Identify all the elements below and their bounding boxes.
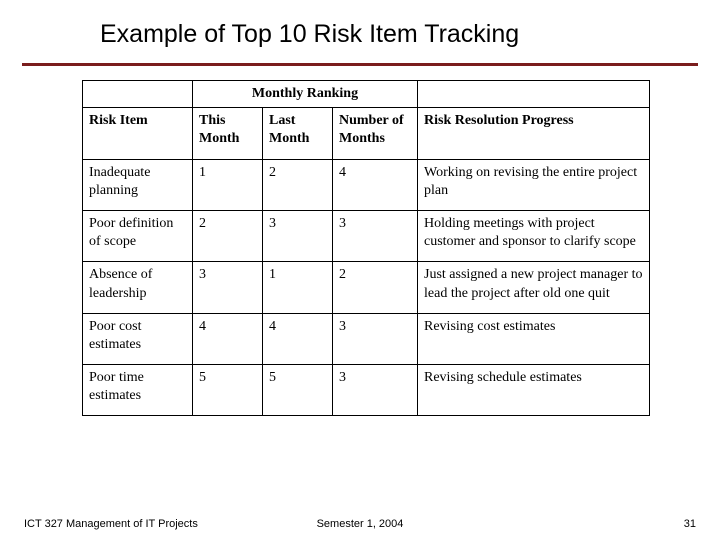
table-row: Poor cost estimates 4 4 3 Revising cost … xyxy=(83,313,650,364)
cell-this: 4 xyxy=(193,313,263,364)
cell-this: 3 xyxy=(193,262,263,313)
slide-footer: ICT 327 Management of IT Projects Semest… xyxy=(0,518,720,530)
cell-num: 3 xyxy=(333,365,418,416)
footer-left: ICT 327 Management of IT Projects xyxy=(24,518,198,530)
title-divider xyxy=(22,63,698,66)
col-risk-item: Risk Item xyxy=(83,108,193,159)
col-this-month: This Month xyxy=(193,108,263,159)
cell-prog: Working on revising the entire project p… xyxy=(418,159,650,210)
risk-tracking-table: Monthly Ranking Risk Item This Month Las… xyxy=(82,80,650,416)
cell-last: 2 xyxy=(263,159,333,210)
cell-num: 4 xyxy=(333,159,418,210)
spanner-row: Monthly Ranking xyxy=(83,81,650,108)
table-row: Absence of leadership 3 1 2 Just assigne… xyxy=(83,262,650,313)
table-row: Inadequate planning 1 2 4 Working on rev… xyxy=(83,159,650,210)
cell-this: 2 xyxy=(193,210,263,261)
cell-risk: Poor definition of scope xyxy=(83,210,193,261)
col-progress: Risk Resolution Progress xyxy=(418,108,650,159)
cell-num: 3 xyxy=(333,210,418,261)
table-container: Monthly Ranking Risk Item This Month Las… xyxy=(0,80,720,416)
cell-risk: Poor time estimates xyxy=(83,365,193,416)
table-row: Poor definition of scope 2 3 3 Holding m… xyxy=(83,210,650,261)
col-num-months: Number of Months xyxy=(333,108,418,159)
cell-this: 1 xyxy=(193,159,263,210)
cell-prog: Holding meetings with project customer a… xyxy=(418,210,650,261)
table-body: Inadequate planning 1 2 4 Working on rev… xyxy=(83,159,650,416)
cell-num: 3 xyxy=(333,313,418,364)
cell-last: 3 xyxy=(263,210,333,261)
blank-header xyxy=(83,81,193,108)
cell-risk: Inadequate planning xyxy=(83,159,193,210)
cell-last: 5 xyxy=(263,365,333,416)
cell-prog: Revising schedule estimates xyxy=(418,365,650,416)
blank-header xyxy=(418,81,650,108)
table-row: Poor time estimates 5 5 3 Revising sched… xyxy=(83,365,650,416)
cell-num: 2 xyxy=(333,262,418,313)
footer-center: Semester 1, 2004 xyxy=(317,518,404,530)
col-last-month: Last Month xyxy=(263,108,333,159)
slide-title: Example of Top 10 Risk Item Tracking xyxy=(0,0,720,63)
cell-prog: Revising cost estimates xyxy=(418,313,650,364)
cell-last: 1 xyxy=(263,262,333,313)
cell-last: 4 xyxy=(263,313,333,364)
cell-risk: Poor cost estimates xyxy=(83,313,193,364)
cell-this: 5 xyxy=(193,365,263,416)
cell-risk: Absence of leadership xyxy=(83,262,193,313)
cell-prog: Just assigned a new project manager to l… xyxy=(418,262,650,313)
header-row: Risk Item This Month Last Month Number o… xyxy=(83,108,650,159)
footer-page-number: 31 xyxy=(684,518,696,530)
monthly-ranking-spanner: Monthly Ranking xyxy=(193,81,418,108)
